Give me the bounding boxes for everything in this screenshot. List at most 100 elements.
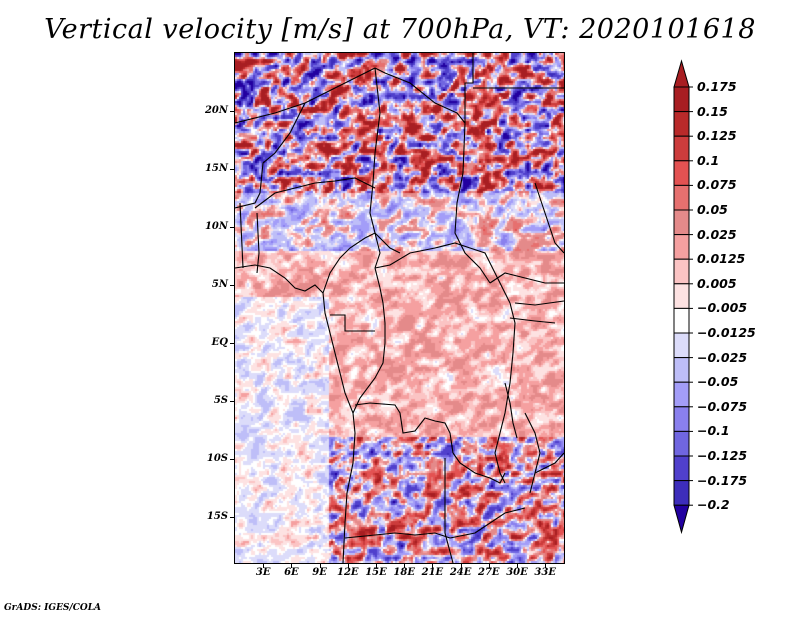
border-angola-zambia — [444, 458, 454, 563]
y-tick-label: 5N — [211, 278, 228, 290]
colorbar-label: −0.075 — [697, 398, 748, 414]
x-tick-label: 30E — [506, 567, 528, 578]
colorbar-bin — [673, 111, 690, 137]
y-tick-label: 10N — [204, 220, 228, 232]
chart-title: Vertical velocity [m/s] at 700hPa, VT: 2… — [44, 14, 756, 45]
x-tick — [432, 563, 434, 568]
colorbar-label: 0.075 — [697, 177, 737, 193]
x-tick-label: 27E — [478, 567, 500, 578]
colorbar-label: 0.125 — [697, 128, 737, 144]
y-tick — [230, 516, 235, 518]
y-tick — [230, 110, 235, 112]
colorbar-under-triangle — [673, 504, 690, 535]
border-lake-tanganyika — [504, 382, 518, 439]
y-tick-label: 5S — [213, 394, 228, 406]
border-niger-nigeria — [254, 177, 376, 209]
colorbar-label: −0.0125 — [697, 325, 756, 340]
vertical-velocity-field — [235, 53, 564, 563]
x-tick-label: 21E — [421, 567, 444, 578]
colorbar-label: 0.0125 — [697, 251, 746, 267]
colorbar-bin — [673, 406, 690, 432]
colorbar-label: 0.05 — [697, 202, 728, 217]
x-tick — [545, 563, 547, 568]
border-drc-east — [494, 302, 516, 484]
x-tick-label: 3E — [255, 567, 271, 578]
colorbar-label: −0.05 — [697, 374, 739, 390]
border-malawi — [524, 412, 541, 494]
colorbar-label: 0.15 — [697, 103, 728, 119]
border-libya-sudan — [464, 53, 474, 123]
colorbar-label: −0.125 — [697, 448, 748, 463]
x-tick — [488, 563, 490, 568]
x-tick-label: 9E — [312, 567, 327, 578]
border-chad-west — [369, 67, 401, 254]
border-zambia-south — [449, 507, 526, 539]
border-cameroon — [322, 232, 381, 294]
border-chad-sudan — [454, 122, 491, 284]
y-tick-label: 20N — [204, 104, 228, 116]
colorbar-bin — [673, 307, 690, 334]
colorbar-bin — [673, 480, 690, 506]
colorbar-bin — [673, 258, 690, 285]
x-tick-label: 12E — [337, 567, 359, 578]
border-car — [374, 242, 511, 304]
y-tick — [230, 400, 235, 402]
colorbar-label: −0.005 — [697, 300, 748, 316]
border-drc-angola — [354, 402, 454, 454]
border-ghana — [239, 202, 244, 269]
x-tick — [517, 563, 518, 568]
colorbar-bin — [673, 332, 690, 359]
colorbar-bin — [673, 209, 690, 236]
colorbar-bin — [673, 381, 690, 408]
y-tick — [230, 168, 235, 170]
y-tick-label: 10S — [206, 452, 228, 464]
border-nigeria-benin — [256, 212, 260, 274]
map-plot-area — [235, 53, 564, 563]
border-zambia-drc — [452, 452, 506, 484]
y-tick-label: 15N — [204, 162, 228, 174]
colorbar-label: 0.005 — [697, 275, 737, 291]
colorbar-bin — [673, 135, 690, 162]
border-ethiopia — [534, 182, 564, 254]
y-tick — [230, 342, 235, 344]
y-tick — [230, 226, 235, 228]
x-tick-label: 18E — [393, 567, 415, 578]
colorbar-label: −0.175 — [697, 472, 748, 488]
x-tick — [319, 563, 321, 568]
x-tick — [291, 563, 293, 568]
border-mozambique — [534, 452, 564, 474]
colorbar-bin — [673, 160, 690, 186]
x-tick — [404, 563, 406, 568]
border-mali-niger — [235, 102, 306, 209]
border-east-sudan — [489, 272, 564, 284]
y-tick — [230, 284, 235, 286]
border-congo-drc — [352, 267, 386, 414]
y-tick-label: 15S — [206, 510, 228, 522]
colorbar-over-triangle — [673, 59, 690, 88]
colorbar-bin — [673, 430, 690, 457]
colorbar-label: −0.1 — [697, 423, 730, 439]
colorbar-bin — [673, 234, 690, 260]
x-tick-label: 15E — [365, 567, 387, 578]
colorbar-label: −0.2 — [697, 497, 730, 513]
colorbar-label: 0.175 — [697, 79, 737, 94]
colorbar-bin — [673, 357, 690, 383]
colorbar-bin — [673, 455, 690, 482]
x-tick — [347, 563, 349, 568]
country-borders — [235, 53, 564, 563]
colorbar-bin — [673, 86, 690, 113]
border-tanzania — [514, 300, 564, 306]
colorbar-label: −0.025 — [697, 349, 748, 365]
y-tick — [230, 458, 235, 460]
x-tick — [460, 563, 462, 568]
border-uganda — [509, 317, 556, 324]
x-tick — [376, 563, 377, 568]
grads-credit: GrADS: IGES/COLA — [4, 603, 102, 613]
y-tick-label: EQ — [211, 336, 228, 348]
colorbar-label: 0.1 — [697, 152, 720, 168]
colorbar-bin — [673, 283, 690, 309]
border-coastline-west — [235, 264, 356, 563]
colorbar-bin — [673, 184, 690, 211]
x-tick-label: 24E — [449, 567, 472, 578]
x-tick — [263, 563, 265, 568]
